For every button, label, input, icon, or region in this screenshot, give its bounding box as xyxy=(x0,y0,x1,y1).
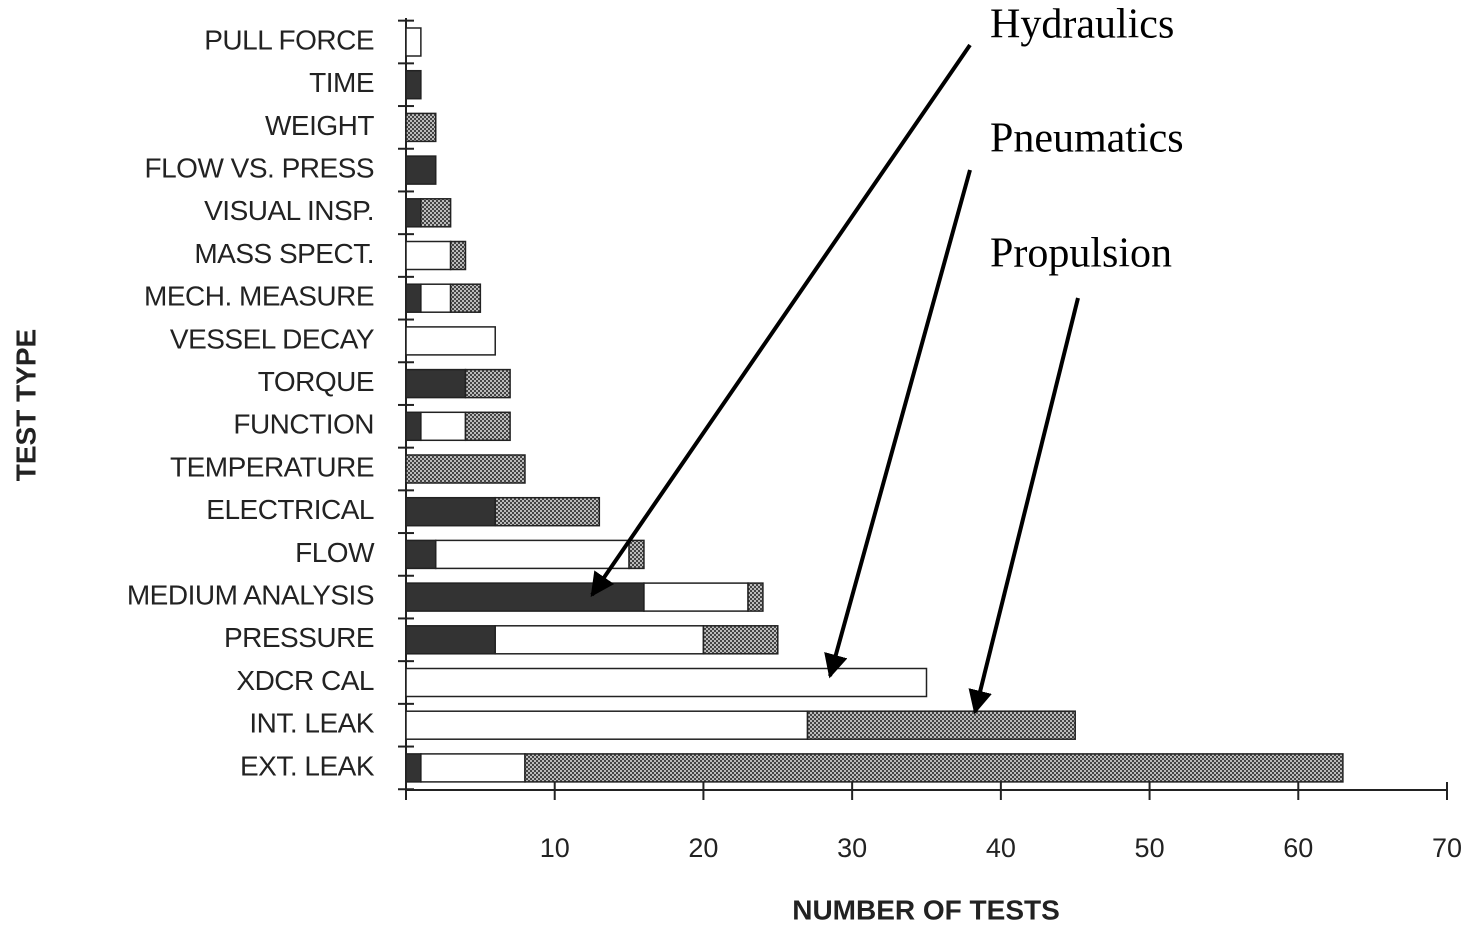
legend-label: Propulsion xyxy=(990,231,1172,277)
bar-segment xyxy=(405,326,496,356)
bar-segment xyxy=(405,283,422,313)
annotation-arrow xyxy=(968,297,1080,715)
bar-segment xyxy=(405,582,645,612)
bar-segment xyxy=(420,753,526,783)
bar-segment xyxy=(405,411,422,442)
x-tick-label: 10 xyxy=(540,833,570,863)
bar-segment xyxy=(806,710,1076,740)
category-label: INT. LEAK xyxy=(249,708,374,739)
y-axis-label: TEST TYPE xyxy=(10,329,41,481)
bar-segment xyxy=(405,240,452,271)
category-label: ELECTRICAL xyxy=(206,494,374,525)
category-label: MECH. MEASURE xyxy=(144,281,374,312)
category-label: FLOW xyxy=(295,537,375,568)
bar-segment xyxy=(405,753,422,783)
annotation-arrow xyxy=(824,169,972,679)
bar-segment xyxy=(524,753,1344,783)
bar-segment xyxy=(405,27,422,57)
bar-segment xyxy=(420,411,467,442)
x-tick-label: 20 xyxy=(688,833,718,863)
legend-label: Pneumatics xyxy=(990,116,1184,162)
category-label: FLOW VS. PRESS xyxy=(145,152,375,183)
x-tick-label: 30 xyxy=(837,833,867,863)
category-label: MEDIUM ANALYSIS xyxy=(127,579,374,610)
annotation-arrow xyxy=(590,43,972,597)
category-label: VESSEL DECAY xyxy=(170,323,375,354)
category-label: TEMPERATURE xyxy=(170,451,374,482)
bar-segment xyxy=(420,283,452,313)
bar-segment xyxy=(420,198,452,228)
bar-segment xyxy=(405,368,467,399)
bar-segment xyxy=(747,582,764,612)
bar-segment xyxy=(405,112,437,143)
bar-segment xyxy=(405,454,526,484)
bar-segment xyxy=(449,240,467,271)
category-label: TORQUE xyxy=(258,366,374,397)
x-tick-label: 50 xyxy=(1135,833,1165,863)
bar-segment xyxy=(405,667,928,698)
x-tick-label: 40 xyxy=(986,833,1016,863)
bar-segment xyxy=(405,69,422,100)
x-axis-label: NUMBER OF TESTS xyxy=(792,894,1060,925)
legend-label: Hydraulics xyxy=(990,2,1174,48)
bar-segment xyxy=(434,539,630,570)
bar-segment xyxy=(494,625,705,655)
x-tick-label: 70 xyxy=(1432,833,1462,863)
bar-segment xyxy=(702,625,779,655)
category-label: PULL FORCE xyxy=(204,24,374,55)
bar-segment xyxy=(494,496,601,527)
bar-segment xyxy=(405,625,496,655)
bar-segment xyxy=(464,411,511,442)
bar-segment xyxy=(405,198,422,228)
category-label: MASS SPECT. xyxy=(194,238,374,269)
category-label: FUNCTION xyxy=(233,409,374,440)
bar-segment xyxy=(643,582,749,612)
bar-segment xyxy=(464,368,511,399)
category-label: XDCR CAL xyxy=(236,665,374,696)
category-label: WEIGHT xyxy=(265,110,374,141)
category-label: TIME xyxy=(309,67,374,98)
bar-segment xyxy=(405,539,437,570)
bar-segment xyxy=(405,496,496,527)
bar-segment xyxy=(405,155,437,185)
category-label: EXT. LEAK xyxy=(240,750,375,781)
bar-segment xyxy=(628,539,645,570)
x-tick-label: 60 xyxy=(1283,833,1313,863)
category-label: PRESSURE xyxy=(224,622,374,653)
bar-segment xyxy=(449,283,482,313)
bar-segment xyxy=(405,710,809,740)
category-label: VISUAL INSP. xyxy=(204,195,374,226)
